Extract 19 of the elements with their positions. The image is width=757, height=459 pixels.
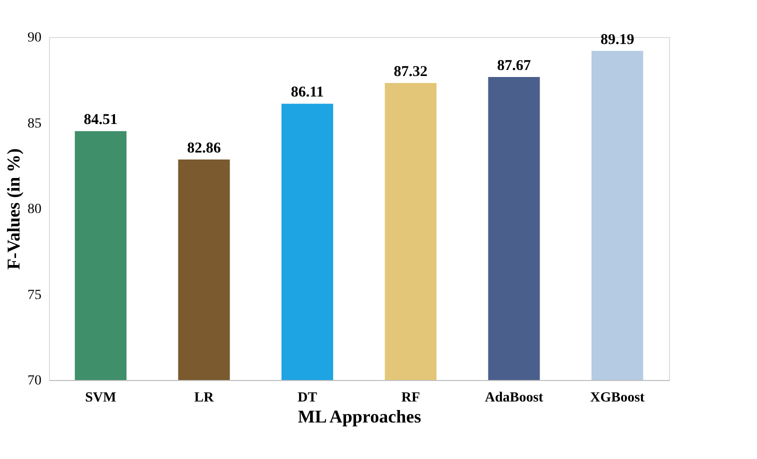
x-tick-label: SVM: [85, 390, 116, 406]
x-tick-label: RF: [401, 390, 420, 406]
y-axis-title: F-Values (in %): [4, 148, 24, 270]
x-tick-label: XGBoost: [590, 390, 645, 406]
x-tick-label: LR: [194, 390, 215, 406]
data-label: 84.51: [84, 112, 118, 128]
y-tick-label: 90: [28, 30, 42, 46]
x-tick-label: DT: [298, 390, 318, 406]
y-tick-label: 75: [28, 288, 42, 303]
y-tick-label: 85: [28, 116, 42, 132]
data-label: 86.11: [290, 84, 324, 101]
x-axis-title: ML Approaches: [298, 406, 422, 426]
data-label: 87.32: [394, 64, 428, 80]
data-label: 89.19: [600, 32, 634, 48]
data-label: 82.86: [187, 140, 222, 156]
data-label: 87.67: [497, 58, 532, 74]
y-tick-label: 70: [28, 374, 42, 388]
y-tick-label: 80: [28, 202, 42, 217]
x-tick-label: AdaBoost: [484, 390, 544, 406]
